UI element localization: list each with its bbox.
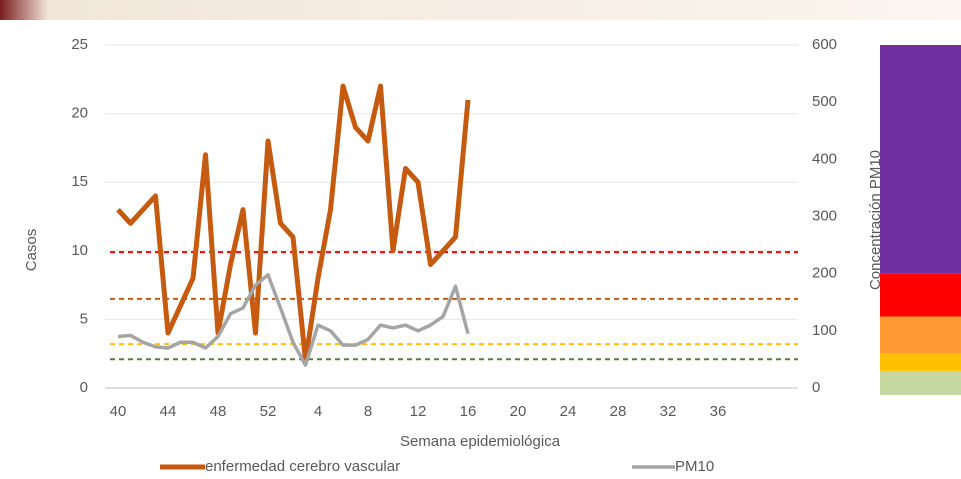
x-tick-label: 52 xyxy=(260,403,277,420)
x-tick-label: 24 xyxy=(560,403,577,420)
banner xyxy=(0,0,961,20)
x-tick-label: 32 xyxy=(660,403,677,420)
x-tick-label: 8 xyxy=(364,403,372,420)
y2-tick-label: 600 xyxy=(812,36,837,53)
x-tick-label: 16 xyxy=(460,403,477,420)
x-tick-label: 20 xyxy=(510,403,527,420)
y-tick-label: 25 xyxy=(71,36,88,53)
y-tick-label: 0 xyxy=(80,379,88,396)
x-tick-label: 4 xyxy=(314,403,322,420)
y-tick-label: 15 xyxy=(71,173,88,190)
series-line xyxy=(117,273,470,367)
y-tick-label: 5 xyxy=(80,310,88,327)
pm10-band xyxy=(880,316,961,354)
y2-axis-title: Concentración PM10 xyxy=(867,150,884,290)
x-tick-label: 12 xyxy=(410,403,427,420)
legend-label: enfermedad cerebro vascular xyxy=(205,458,400,475)
x-tick-label: 44 xyxy=(160,403,177,420)
pm10-band xyxy=(880,353,961,371)
y2-tick-label: 400 xyxy=(812,150,837,167)
x-tick-label: 28 xyxy=(610,403,627,420)
x-tick-label: 36 xyxy=(710,403,727,420)
y-tick-label: 20 xyxy=(71,105,88,122)
legend-label: PM10 xyxy=(675,458,714,475)
pm10-band xyxy=(880,45,961,274)
y2-tick-label: 200 xyxy=(812,265,837,282)
y2-tick-label: 500 xyxy=(812,93,837,110)
y-tick-label: 10 xyxy=(71,242,88,259)
y2-tick-label: 100 xyxy=(812,322,837,339)
x-tick-label: 40 xyxy=(110,403,127,420)
x-axis-title: Semana epidemiológica xyxy=(400,433,561,450)
series-line xyxy=(116,83,471,364)
y2-tick-label: 0 xyxy=(812,379,820,396)
y-axis-title: Casos xyxy=(23,229,40,272)
y2-tick-label: 300 xyxy=(812,207,837,224)
x-tick-label: 48 xyxy=(210,403,227,420)
pm10-band xyxy=(880,273,961,317)
pm10-band xyxy=(880,370,961,395)
